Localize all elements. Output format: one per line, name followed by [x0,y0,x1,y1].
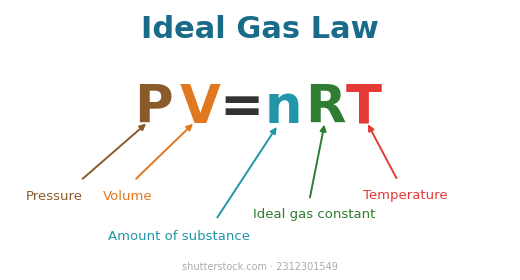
Text: Ideal gas constant: Ideal gas constant [253,208,376,221]
Text: n: n [265,82,302,134]
Text: R: R [305,82,345,134]
Text: Amount of substance: Amount of substance [108,230,251,243]
Text: =: = [219,82,264,134]
Text: T: T [346,82,382,134]
Text: P: P [134,82,173,134]
Text: Ideal Gas Law: Ideal Gas Law [141,15,379,44]
Text: V: V [180,82,220,134]
Text: Volume: Volume [102,190,152,202]
Text: shutterstock.com · 2312301549: shutterstock.com · 2312301549 [182,262,338,272]
Text: Pressure: Pressure [26,190,83,202]
Text: Temperature: Temperature [363,190,448,202]
